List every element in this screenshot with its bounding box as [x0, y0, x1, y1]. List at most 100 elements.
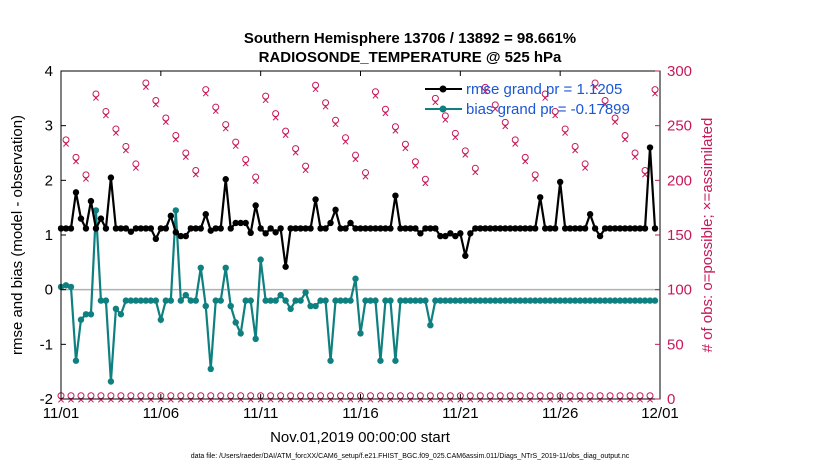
- bias-point: [277, 291, 284, 299]
- bias-point: [527, 297, 534, 304]
- rmse-point: [527, 225, 534, 232]
- rmse-point: [621, 225, 629, 232]
- rmse-point: [287, 225, 294, 232]
- legend-rmse-marker: [439, 85, 447, 93]
- rmse-point: [477, 225, 484, 232]
- obs-assimilated-point: [507, 396, 514, 403]
- obs-possible-point: [451, 129, 459, 137]
- obs-possible-point: [551, 107, 559, 115]
- bias-point: [517, 297, 524, 304]
- bias-point: [606, 297, 614, 304]
- bias-point: [631, 297, 639, 304]
- x-tick-label: 11/01: [43, 405, 79, 422]
- bias-point: [142, 297, 150, 304]
- obs-assimilated-point: [87, 396, 94, 403]
- x-tick-label: 11/21: [442, 405, 478, 422]
- obs-assimilated-point: [512, 140, 519, 147]
- rmse-point: [267, 225, 274, 232]
- obs-assimilated-point: [157, 396, 164, 403]
- bias-point: [317, 297, 324, 304]
- obs-possible-point: [292, 145, 300, 153]
- bias-point: [72, 357, 80, 364]
- x-tick-label: 11/26: [542, 405, 578, 422]
- rmse-point: [606, 225, 614, 232]
- plot-area: [61, 71, 660, 399]
- bias-point: [147, 297, 155, 304]
- bias-point: [112, 305, 120, 312]
- obs-assimilated-point: [247, 396, 254, 403]
- obs-possible-point: [421, 175, 429, 183]
- obs-assimilated-point: [142, 84, 149, 90]
- rmse-point: [192, 225, 199, 232]
- bias-point: [197, 264, 204, 271]
- obs-possible-point: [581, 160, 589, 168]
- bias-point: [247, 297, 254, 304]
- obs-assimilated-point: [637, 396, 643, 403]
- y-tick-label: 2: [45, 172, 53, 189]
- bias-point: [616, 297, 624, 304]
- obs-assimilated-point: [587, 396, 594, 403]
- bias-point: [167, 297, 175, 304]
- rmse-point: [432, 225, 439, 232]
- obs-possible-point: [501, 118, 509, 126]
- obs-assimilated-point: [382, 110, 389, 117]
- bias-point: [522, 297, 529, 304]
- rmse-point: [467, 230, 474, 237]
- obs-assimilated-point: [102, 112, 109, 119]
- rmse-point: [247, 229, 254, 237]
- bias-point: [347, 297, 354, 304]
- obs-assimilated-point: [252, 178, 259, 185]
- bias-point: [237, 330, 244, 337]
- obs-assimilated-point: [547, 396, 554, 403]
- bias-point: [122, 297, 130, 304]
- obs-possible-point: [182, 149, 190, 157]
- bias-point: [402, 297, 409, 304]
- x-axis-label: Nov.01,2019 00:00:00 start: [270, 429, 451, 446]
- rmse-point: [397, 225, 404, 232]
- obs-assimilated-point: [452, 134, 459, 141]
- bias-point: [556, 297, 564, 304]
- x-tick-label: 11/16: [342, 405, 378, 422]
- obs-possible-point: [511, 136, 519, 144]
- rmse-point: [242, 219, 249, 227]
- obs-assimilated-point: [472, 169, 479, 176]
- rmse-point: [402, 225, 409, 232]
- obs-assimilated-point: [597, 396, 604, 403]
- bias-point: [611, 297, 619, 304]
- bias-point: [82, 311, 90, 318]
- obs-count-layer: [57, 79, 659, 403]
- obs-assimilated-point: [392, 127, 399, 134]
- rmse-point: [457, 230, 464, 237]
- bias-point: [591, 297, 599, 304]
- y-right-axis-label: # of obs: o=possible; ×=assimilated: [699, 118, 716, 353]
- bias-point: [636, 297, 644, 304]
- legend-bias-marker: [439, 105, 447, 113]
- bias-point: [571, 297, 579, 304]
- bias-point: [342, 297, 349, 304]
- rmse-point: [317, 225, 324, 232]
- y-axis-ticks: -2 -1 0 1 2 3 4: [40, 63, 66, 408]
- bias-point: [452, 297, 459, 304]
- obs-possible-point: [401, 140, 409, 148]
- obs-possible-point: [601, 97, 609, 105]
- rmse-point: [367, 225, 374, 232]
- chart-title-line1: Southern Hemisphere 13706 / 13892 = 98.6…: [244, 30, 576, 47]
- rmse-point: [646, 144, 654, 151]
- bias-point: [507, 297, 514, 304]
- obs-possible-point: [571, 142, 579, 150]
- bias-point: [621, 297, 629, 304]
- obs-possible-point: [611, 114, 619, 122]
- obs-assimilated-point: [607, 396, 614, 403]
- obs-assimilated-point: [647, 396, 653, 403]
- rmse-point: [167, 212, 175, 220]
- obs-possible-point: [252, 173, 260, 181]
- rmse-point: [207, 227, 214, 234]
- rmse-point: [427, 225, 434, 232]
- obs-assimilated-point: [577, 396, 584, 403]
- rmse-point: [517, 225, 524, 232]
- rmse-point: [497, 225, 504, 232]
- bias-point: [412, 297, 419, 304]
- rmse-point: [202, 211, 209, 218]
- bias-point: [487, 297, 494, 304]
- obs-assimilated-point: [367, 396, 374, 403]
